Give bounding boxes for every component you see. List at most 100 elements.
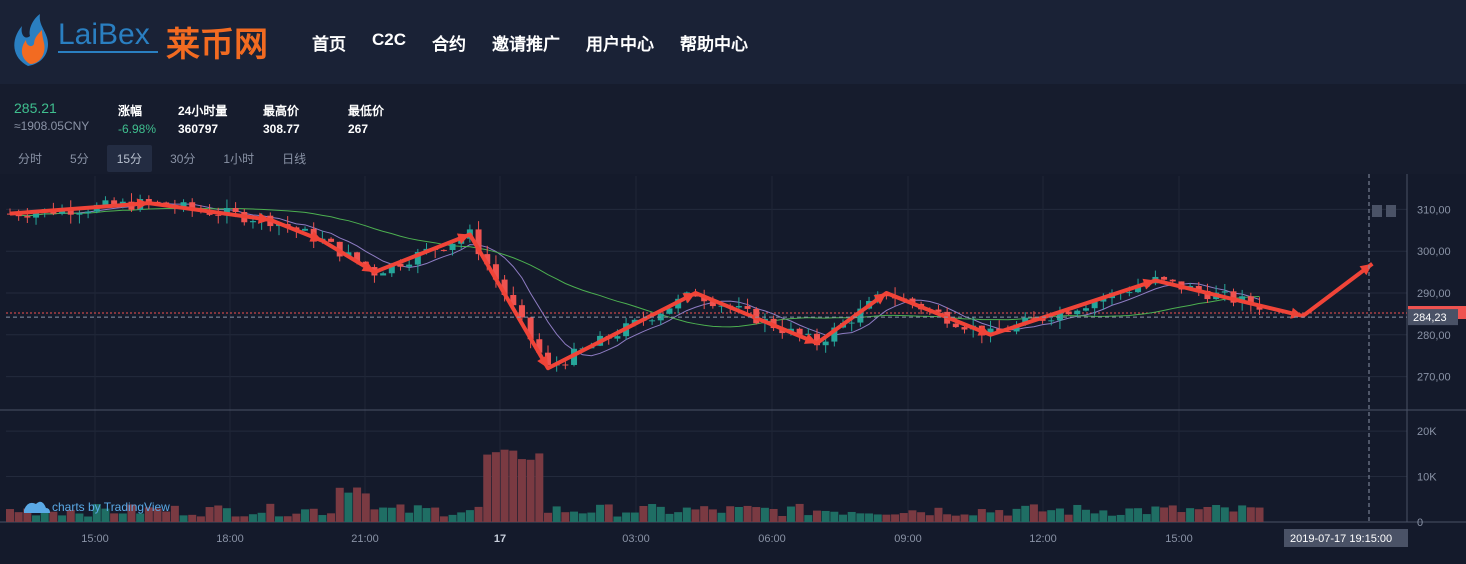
volume-bar [622,512,631,522]
time-tick-label: 18:00 [216,533,244,545]
volume-bar [561,512,570,522]
candle-body [544,352,551,366]
volume-bar [1047,510,1056,522]
candle-body [102,200,109,205]
tab-interval-15m[interactable]: 15分 [106,145,153,172]
volume-bar [839,514,848,522]
time-tick-label: 15:00 [1165,533,1193,545]
nav-help-center[interactable]: 帮助中心 [680,35,749,54]
volume-bar [248,514,257,522]
laibex-logo[interactable]: LaiBex 莱币网 [8,10,288,72]
volume-bar [717,512,726,522]
volume-bar [1012,508,1021,522]
volume-bar [500,449,509,522]
volume-bar [222,508,231,522]
candle-body [1074,310,1081,315]
nav-invite[interactable]: 邀请推广 [492,35,561,54]
price-chart[interactable]: 284,23 2019-07-17 19:15:00 270,00 280,00 290… [0,174,1466,564]
volume-bar [587,512,596,522]
chart-axes: 284,23 2019-07-17 19:15:00 270,00 280,00 290… [6,174,1466,547]
trend-arrowhead [804,333,817,344]
candle-body [1004,331,1011,333]
volume-bar [101,508,110,522]
volume-bar [153,508,162,522]
flame-icon [14,14,49,66]
volume-bar [752,507,761,522]
volume-bar [986,512,995,522]
trend-arrowhead [361,261,375,273]
volume-bar [778,515,787,522]
candle-body [397,263,404,267]
candle-body [1161,276,1168,280]
cny-price: ≈1908.05CNY [14,119,90,133]
volume-bar [327,513,336,522]
tab-interval-5m[interactable]: 5分 [70,152,89,166]
svg-text:LaiBex: LaiBex [58,18,150,51]
volume-bar [960,514,969,522]
tab-interval-daily[interactable]: 日线 [282,152,307,166]
time-tick-label: 06:00 [758,533,786,545]
candle-body [518,305,525,318]
trend-arrowhead [1290,307,1303,319]
nav-user-center[interactable]: 用户中心 [586,35,655,54]
stat-change: 涨幅 -6.98% [118,102,156,136]
nav-c2c[interactable]: C2C [372,30,407,49]
trend-arrowhead [873,293,887,305]
candle-body [735,306,742,308]
volume-bar [1090,513,1099,522]
volume-bar [49,511,58,522]
volume-bar [1220,507,1229,522]
candle-body [1030,317,1037,319]
time-tick-label: 17 [494,533,506,545]
trend-arrowhead [136,198,149,210]
volume-bar [118,513,127,522]
nav-home[interactable]: 首页 [312,35,346,54]
candle-body [709,301,716,307]
time-tick-label: 12:00 [1029,533,1057,545]
nav-contract[interactable]: 合约 [432,35,467,54]
volume-bar [231,516,240,522]
volume-bar [84,516,93,522]
time-tick-label: 21:00 [351,533,379,545]
volume-bar [240,516,249,522]
time-tick-label: 15:00 [81,533,109,545]
volume-bar [353,487,362,522]
scale-button [1372,205,1382,217]
volume-bar [830,511,839,522]
top-bar: LaiBex 莱币网 首页 C2C 合约 邀请推广 用户中心 帮助中心 [0,0,1466,84]
volume-bar [1029,504,1038,522]
tab-interval-1h[interactable]: 1小时 [223,152,255,166]
volume-bar [847,511,856,522]
tradingview-watermark: charts by TradingView [52,500,170,514]
tab-interval-30m[interactable]: 30分 [170,152,196,166]
stat-high-label: 最高价 [263,104,300,118]
volume-bar [110,513,119,522]
volume-bar [648,504,657,522]
volume-bar [205,507,214,522]
candle-body [1048,320,1055,322]
volume-bar [318,515,327,522]
volume-bar [1125,508,1134,522]
candle-body [1247,296,1254,305]
volume-bar [136,513,145,522]
candle-body [909,298,916,304]
volume-bar [396,504,405,522]
volume-bar [509,450,518,522]
candle-body [1065,311,1072,315]
volume-bar [543,512,552,522]
candle-body [848,322,855,324]
candle-body [67,208,74,215]
volume-bar [786,506,795,522]
volume-bar [943,514,952,522]
candle-body [414,252,421,265]
main-nav: 首页 C2C 合约 邀请推广 用户中心 帮助中心 [312,30,774,55]
tab-interval-timeshare[interactable]: 分时 [18,152,43,166]
candle-body [302,228,309,231]
volume-bar [769,508,778,522]
candle-body [354,252,361,262]
volume-bar [804,515,813,522]
stat-volume-value: 360797 [178,122,219,136]
volume-bar [92,504,101,522]
crosshair-time-box [1284,529,1408,547]
volume-bar [570,511,579,522]
